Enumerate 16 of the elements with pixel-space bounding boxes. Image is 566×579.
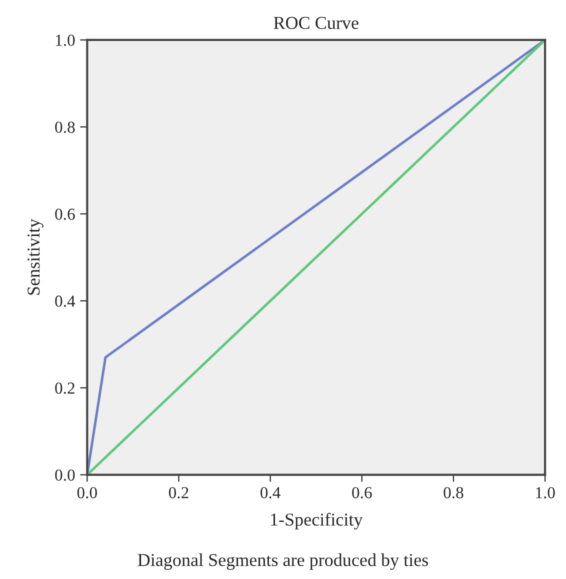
x-axis-title: 1-Specificity [271,512,363,530]
y-tick-label: 0.4 [55,296,76,307]
text: Diagonal Segments are produced by ties [138,553,428,570]
x-tick-label: 0.0 [77,487,97,498]
y-tick-label: 0.2 [55,382,74,394]
x-tick-label: 0.6 [352,487,372,498]
chart-title: ROC Curve [274,16,358,30]
y-tick-label: 0.0 [55,469,75,481]
x-tick-label: 1.0 [536,487,555,498]
y-tick-label: 0.6 [55,208,75,220]
x-tick-label: 0.4 [260,487,280,498]
x-tick-label: 0.2 [168,487,188,498]
y-tick-label: 0.8 [55,122,75,133]
y-tick-label: 1.0 [56,34,75,46]
y-axis-title: Sensitivity [28,218,44,295]
x-tick-label: 0.8 [444,487,464,498]
